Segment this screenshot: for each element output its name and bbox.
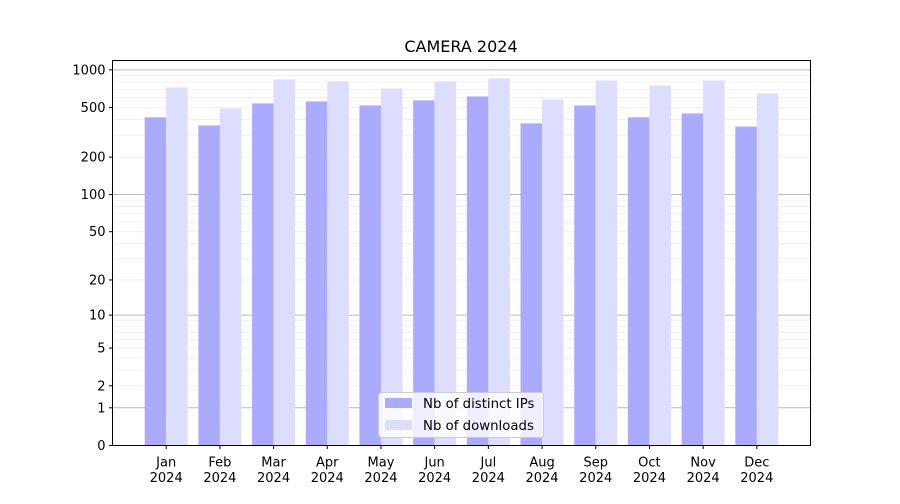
- bar-downloads: [380, 88, 403, 446]
- x-tick-label: Jul 2024: [472, 456, 505, 487]
- y-tick-label: 10: [89, 309, 106, 324]
- x-tick-label: Mar 2024: [257, 456, 290, 487]
- y-tick-label: 20: [89, 273, 106, 288]
- legend-label-ips: Nb of distinct IPs: [423, 397, 535, 412]
- bar-ips: [359, 105, 381, 446]
- x-tick-label: Aug 2024: [525, 456, 558, 487]
- x-axis: Jan 2024 Feb 2024 Mar 2024 Apr 2024 May 2024 Jun 20…: [150, 445, 773, 487]
- y-tick-label: 100: [81, 188, 106, 203]
- legend-swatch-ips: [385, 398, 412, 408]
- bar-downloads: [166, 87, 188, 446]
- x-tick-label: Dec 2024: [740, 456, 773, 487]
- y-tick-label: 2: [97, 379, 105, 394]
- bar-downloads: [219, 108, 242, 446]
- y-tick-label: 500: [81, 101, 106, 116]
- x-tick-label: Jan 2024: [150, 456, 183, 487]
- x-tick-label: Oct 2024: [633, 456, 666, 487]
- y-tick-label: 200: [81, 151, 106, 166]
- x-tick-label: Feb 2024: [203, 456, 236, 487]
- y-tick-label: 1: [97, 401, 105, 416]
- y-tick-label: 5: [97, 342, 105, 357]
- legend: Nb of distinct IPs Nb of downloads: [378, 392, 544, 438]
- bar-ips: [252, 103, 274, 446]
- y-tick-label: 1000: [72, 63, 105, 78]
- x-tick-label: Sep 2024: [579, 456, 612, 487]
- x-tick-label: Jun 2024: [418, 456, 451, 487]
- bar-downloads: [488, 78, 510, 446]
- y-tick-label: 0: [97, 439, 105, 454]
- x-tick-label: Nov 2024: [687, 456, 720, 487]
- bar-downloads: [756, 93, 779, 446]
- bar-ips: [520, 123, 543, 446]
- bar-ips: [627, 117, 650, 446]
- bar-ips: [466, 96, 489, 446]
- y-tick-label: 50: [89, 225, 106, 240]
- bar-ips: [735, 126, 757, 446]
- bar-downloads: [327, 81, 349, 446]
- y-axis: 0 1 2 5 10 20 50 100 200 500 1000: [72, 63, 113, 454]
- legend-swatch-downloads: [385, 420, 412, 430]
- bars: [144, 78, 779, 446]
- x-tick-label: May 2024: [364, 456, 397, 487]
- bar-downloads: [649, 85, 671, 446]
- plot-frame: [112, 60, 811, 446]
- chart-title: CAMERA 2024: [404, 37, 517, 56]
- bar-ips: [198, 125, 220, 446]
- x-tick-label: Apr 2024: [311, 456, 344, 487]
- legend-label-downloads: Nb of downloads: [423, 419, 534, 434]
- bar-downloads: [542, 99, 564, 446]
- bar-downloads: [703, 80, 725, 446]
- bar-ips: [574, 105, 596, 446]
- bar-ips: [681, 113, 704, 446]
- bar-ips: [144, 117, 167, 446]
- bar-downloads: [273, 79, 296, 446]
- bar-ips: [305, 101, 328, 446]
- bar-downloads: [434, 81, 457, 446]
- bar-ips: [413, 100, 435, 446]
- bar-downloads: [595, 80, 618, 446]
